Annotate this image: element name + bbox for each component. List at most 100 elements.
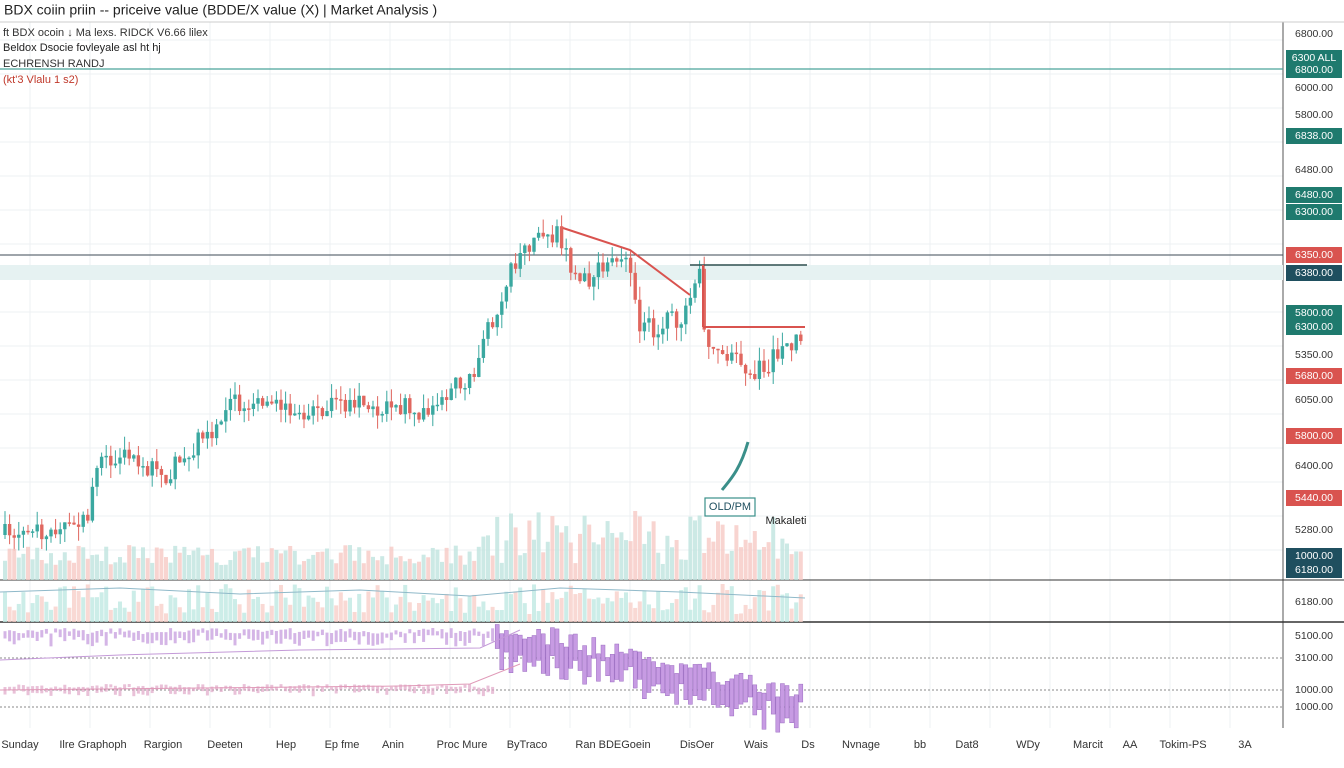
volume-bar [665,535,670,580]
volume-bar [601,603,605,622]
volume-bar [265,561,270,580]
candle-body [702,268,706,330]
time-label: Ep fme [325,739,360,751]
volume-bar [642,543,647,580]
indicator-bar [274,630,278,644]
volume-bar [288,604,293,622]
indicator-bar [362,631,366,637]
annotation-text: Makaleti [766,515,807,527]
volume-bar [7,548,12,580]
candle-body [251,403,256,409]
indicator-bar [187,630,191,644]
indicator-bar [334,686,338,694]
volume-bar [412,563,417,580]
volume-bar [182,612,187,622]
indicator-bar [688,667,693,705]
candle-body [688,297,693,306]
indicator-bar [366,684,370,690]
indicator-bar [136,630,140,640]
volume-bar [573,594,578,622]
volume-bar [67,607,72,622]
indicator-bar [279,629,283,644]
indicator-bar [109,684,113,688]
price-label: 3100.00 [1295,652,1333,664]
indicator-bar [146,632,150,644]
volume-bar [596,597,601,622]
volume-bar [476,606,481,622]
candle-body [95,467,99,487]
indicator-bar [233,687,237,695]
candle-body [352,399,357,408]
volume-bar [187,589,191,622]
volume-bar [656,552,661,580]
volume-bar [260,562,265,580]
volume-bar [785,593,789,622]
volume-bar [90,597,95,622]
candle-body [509,263,513,287]
time-label: Rargion [144,739,183,751]
indicator-bar [210,686,214,693]
volume-bar [154,547,159,580]
volume-bar [762,546,766,580]
indicator-bar [517,634,523,656]
volume-bar [375,560,380,580]
candle-body [546,234,550,237]
indicator-bar [67,687,71,695]
volume-bar [463,564,467,580]
price-label: 6350.00 [1295,249,1333,261]
indicator-bar [288,628,292,640]
indicator-bar [477,631,481,636]
indicator-bar [95,631,99,643]
indicator-bar [568,634,574,669]
indicator-bar [550,627,555,656]
candle-body [109,455,113,466]
ma-line [0,587,806,599]
candle-body [615,258,619,262]
volume-bar [435,603,440,622]
price-label: 1000.00 [1295,701,1333,713]
candle-body [375,406,380,416]
volume-bar [214,612,219,622]
time-label: Anin [382,739,404,751]
volume-bar [490,555,495,580]
indicator-bar [651,661,656,687]
volume-bar [766,610,771,622]
volume-bar [76,545,81,580]
volume-bar [297,588,302,622]
indicator-bar [481,633,485,646]
volume-bar [104,586,109,622]
indicator-bar [394,630,398,635]
indicator-bar [486,631,490,638]
indicator-bar [720,684,725,705]
volume-bar [334,563,339,580]
indicator-bar [573,633,578,661]
volume-bar [320,551,325,580]
volume-bar [766,542,771,580]
volume-bar [3,560,7,580]
indicator-bar [472,686,476,691]
price-label: 5800.00 [1295,109,1333,121]
volume-bar [670,547,674,580]
indicator-bar [215,628,219,637]
candle-body [293,413,297,416]
candle-body [569,248,573,273]
indicator-bar [123,684,127,689]
candle-body [141,466,145,468]
volume-bar [541,552,546,580]
volume-bar [191,609,196,622]
volume-bar [251,557,256,580]
volume-bar [403,561,408,580]
volume-bar [541,588,546,622]
volume-bar [49,553,53,580]
volume-bar [182,546,187,580]
volume-bar [633,510,638,580]
indicator-bar [440,684,444,688]
candle-body [136,455,141,467]
volume-bar [118,557,122,580]
volume-bar [39,559,44,580]
candle-body [334,397,338,400]
volume-bar [131,590,136,622]
volume-bar [522,603,527,622]
indicator-bar [426,685,430,694]
volume-bar [315,552,320,580]
